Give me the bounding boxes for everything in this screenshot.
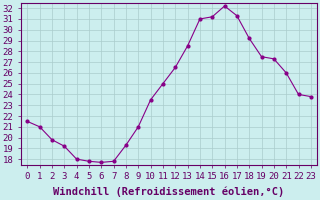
X-axis label: Windchill (Refroidissement éolien,°C): Windchill (Refroidissement éolien,°C) <box>53 187 285 197</box>
